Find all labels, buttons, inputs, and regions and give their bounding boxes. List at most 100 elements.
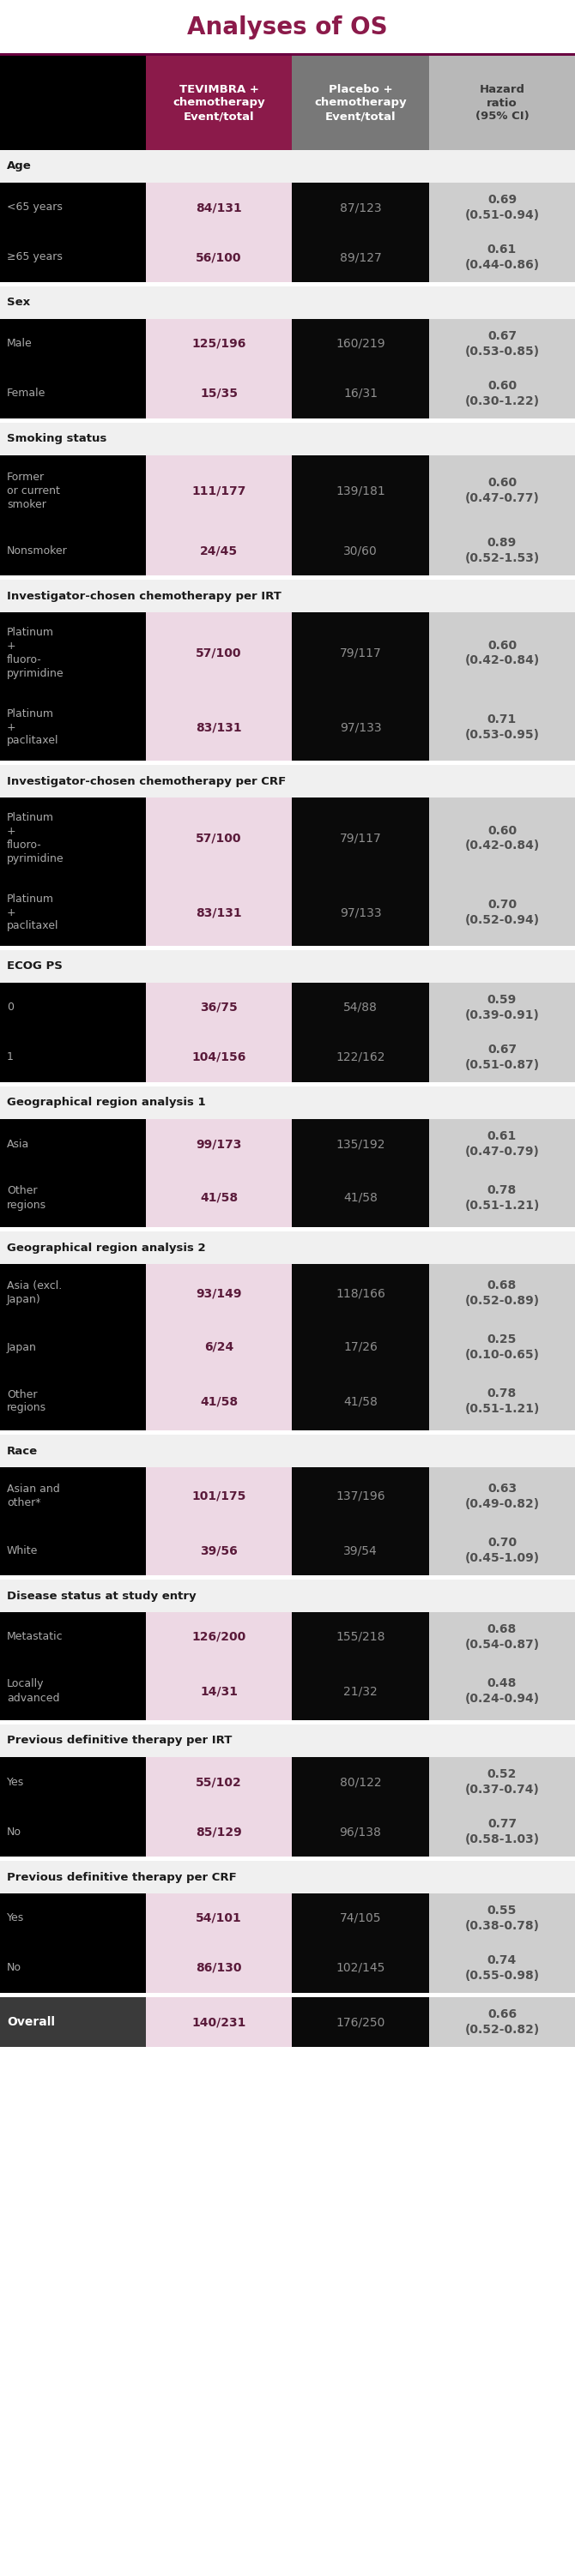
Bar xyxy=(0,1373,146,1430)
Bar xyxy=(0,951,575,981)
Text: 96/138: 96/138 xyxy=(339,1826,381,1837)
Text: 0.74
(0.55-0.98): 0.74 (0.55-0.98) xyxy=(465,1955,539,1981)
Bar xyxy=(292,1613,429,1662)
Text: 57/100: 57/100 xyxy=(196,832,242,845)
Text: 135/192: 135/192 xyxy=(336,1139,385,1149)
Bar xyxy=(0,574,575,580)
Text: Geographical region analysis 2: Geographical region analysis 2 xyxy=(7,1242,206,1255)
Text: <65 years: <65 years xyxy=(7,201,63,214)
Text: Disease status at study entry: Disease status at study entry xyxy=(7,1589,196,1602)
Bar xyxy=(0,1231,575,1265)
Text: Male: Male xyxy=(7,337,32,350)
Text: Platinum
+
paclitaxel: Platinum + paclitaxel xyxy=(7,894,59,933)
Bar xyxy=(0,283,575,286)
Text: 0.55
(0.38-0.78): 0.55 (0.38-0.78) xyxy=(465,1904,539,1932)
Text: 41/58: 41/58 xyxy=(343,1193,378,1203)
Bar xyxy=(292,1265,429,1321)
Text: Japan: Japan xyxy=(7,1342,37,1352)
Bar xyxy=(429,1468,575,1577)
Bar xyxy=(0,2048,575,2576)
Text: 87/123: 87/123 xyxy=(340,201,381,214)
Text: 83/131: 83/131 xyxy=(196,907,242,920)
Text: 15/35: 15/35 xyxy=(200,386,237,399)
Text: 0.78
(0.51-1.21): 0.78 (0.51-1.21) xyxy=(465,1388,539,1414)
Bar xyxy=(0,1806,146,1857)
Bar xyxy=(0,1577,575,1579)
Text: 39/56: 39/56 xyxy=(200,1546,237,1556)
Text: 97/133: 97/133 xyxy=(340,721,381,734)
Text: Hazard
ratio
(95% CI): Hazard ratio (95% CI) xyxy=(475,82,529,121)
Bar xyxy=(429,1996,575,2048)
Text: 57/100: 57/100 xyxy=(196,647,242,659)
Bar xyxy=(292,1170,429,1226)
Text: 1: 1 xyxy=(7,1051,14,1064)
Text: 0.60
(0.42-0.84): 0.60 (0.42-0.84) xyxy=(465,824,539,853)
Bar xyxy=(292,878,429,945)
Bar xyxy=(0,1757,146,1806)
Bar xyxy=(0,945,575,951)
Bar xyxy=(0,368,146,417)
Text: 17/26: 17/26 xyxy=(343,1342,378,1352)
Bar xyxy=(0,1613,146,1662)
Text: Nonsmoker: Nonsmoker xyxy=(7,546,68,556)
Text: 118/166: 118/166 xyxy=(336,1288,385,1298)
Text: Locally
advanced: Locally advanced xyxy=(7,1680,60,1703)
Text: 104/156: 104/156 xyxy=(191,1051,246,1064)
Bar xyxy=(146,1996,292,2048)
Text: Placebo +
chemotherapy
Event/total: Placebo + chemotherapy Event/total xyxy=(315,82,407,121)
Bar xyxy=(0,286,575,319)
Bar xyxy=(292,526,429,574)
Bar xyxy=(0,1468,146,1525)
Text: 80/122: 80/122 xyxy=(340,1775,381,1788)
Bar xyxy=(146,981,292,1082)
Text: 139/181: 139/181 xyxy=(336,484,385,497)
Bar xyxy=(146,456,292,574)
Text: 0.48
(0.24-0.94): 0.48 (0.24-0.94) xyxy=(465,1677,539,1705)
Bar xyxy=(0,1857,575,1860)
Text: 0.77
(0.58-1.03): 0.77 (0.58-1.03) xyxy=(465,1819,539,1844)
Text: 41/58: 41/58 xyxy=(200,1193,238,1203)
Text: 160/219: 160/219 xyxy=(336,337,385,350)
Bar xyxy=(292,1525,429,1577)
Bar xyxy=(146,1893,292,1994)
Bar xyxy=(292,1806,429,1857)
Text: 0.60
(0.30-1.22): 0.60 (0.30-1.22) xyxy=(465,381,539,407)
Bar xyxy=(0,760,575,765)
Text: Platinum
+
paclitaxel: Platinum + paclitaxel xyxy=(7,708,59,747)
Bar xyxy=(0,1118,146,1170)
Text: 0.61
(0.47-0.79): 0.61 (0.47-0.79) xyxy=(465,1131,539,1157)
Bar xyxy=(146,319,292,417)
Text: 176/250: 176/250 xyxy=(336,2017,385,2027)
Bar xyxy=(292,57,429,149)
Text: 0.89
(0.52-1.53): 0.89 (0.52-1.53) xyxy=(465,538,539,564)
Text: 83/131: 83/131 xyxy=(196,721,242,734)
Text: Yes: Yes xyxy=(7,1777,24,1788)
Text: Asia (excl.
Japan): Asia (excl. Japan) xyxy=(7,1280,62,1306)
Bar xyxy=(292,1118,429,1170)
Bar xyxy=(429,1118,575,1226)
Bar xyxy=(146,1468,292,1577)
Text: 0.52
(0.37-0.74): 0.52 (0.37-0.74) xyxy=(465,1770,539,1795)
Text: 0.68
(0.52-0.89): 0.68 (0.52-0.89) xyxy=(465,1280,539,1306)
Bar xyxy=(292,1662,429,1721)
Text: 55/102: 55/102 xyxy=(196,1775,242,1788)
Text: Former
or current
smoker: Former or current smoker xyxy=(7,471,60,510)
Bar xyxy=(146,183,292,283)
Text: 36/75: 36/75 xyxy=(200,1002,237,1012)
Text: No: No xyxy=(7,1963,21,1973)
Text: 84/131: 84/131 xyxy=(196,201,242,214)
Text: Yes: Yes xyxy=(7,1914,24,1924)
Bar xyxy=(292,456,429,526)
Bar xyxy=(0,799,146,878)
Bar xyxy=(0,1435,575,1468)
Text: Analyses of OS: Analyses of OS xyxy=(187,15,388,39)
Bar xyxy=(0,1579,575,1613)
Bar xyxy=(292,1373,429,1430)
Text: 24/45: 24/45 xyxy=(200,544,238,556)
Bar xyxy=(146,1118,292,1226)
Bar xyxy=(0,1942,146,1994)
Bar xyxy=(0,1033,146,1082)
Bar xyxy=(292,799,429,878)
Bar xyxy=(429,57,575,149)
Bar xyxy=(0,580,575,613)
